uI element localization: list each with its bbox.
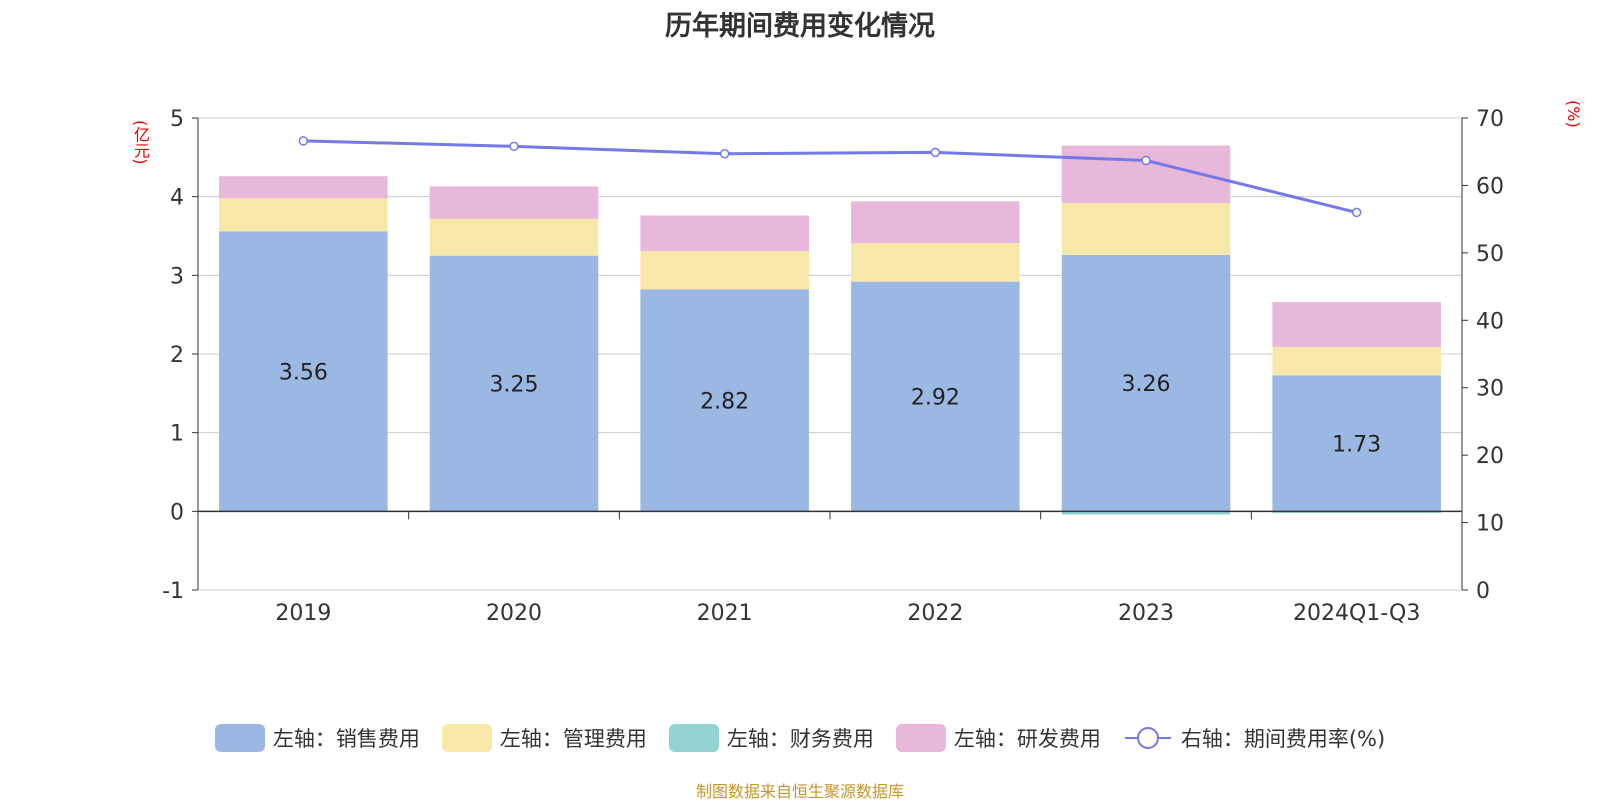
- bar-segment: [1061, 511, 1231, 515]
- data-label: 3.26: [1122, 372, 1171, 397]
- ratio-point: [1351, 207, 1362, 218]
- bar-segment: [429, 186, 599, 219]
- legend-swatch: [668, 724, 719, 752]
- right-axis-unit: (%): [1564, 100, 1583, 128]
- left-axis-unit: (亿元): [131, 120, 150, 165]
- data-label: 1.73: [1332, 432, 1381, 457]
- data-label: 2.92: [911, 385, 960, 410]
- left-tick-label: 1: [170, 422, 184, 447]
- legend-label: 右轴：期间费用率(%): [1180, 727, 1386, 751]
- right-tick-label: 10: [1476, 512, 1504, 537]
- data-label: 2.82: [700, 389, 749, 414]
- ratio-point: [1141, 155, 1151, 166]
- x-tick-label: 2022: [907, 601, 963, 626]
- left-tick-label: 5: [170, 107, 184, 132]
- legend-label: 左轴：管理费用: [499, 727, 647, 751]
- right-tick-label: 40: [1476, 309, 1504, 334]
- bar-segment: [219, 176, 388, 199]
- bar-segment: [851, 281, 1020, 512]
- bar-segment: [640, 250, 809, 290]
- left-tick-label: -1: [162, 579, 184, 604]
- bar-segment: [219, 198, 388, 232]
- bar-segment: [851, 201, 1020, 244]
- bar-segment: [1272, 375, 1441, 512]
- right-tick-label: 0: [1476, 579, 1490, 604]
- legend-item[interactable]: 左轴：研发费用: [895, 723, 1101, 753]
- legend-swatch: [214, 724, 265, 752]
- data-source: 制图数据来自恒生聚源数据库: [695, 782, 904, 801]
- bar-segment: [640, 289, 809, 512]
- right-tick-label: 30: [1476, 377, 1504, 402]
- ratio-point: [298, 136, 309, 146]
- legend-item[interactable]: 左轴：销售费用: [214, 723, 420, 753]
- legend-label: 左轴：销售费用: [272, 727, 420, 751]
- ratio-point: [930, 147, 941, 158]
- legend-item[interactable]: 右轴：期间费用率(%): [1123, 723, 1385, 753]
- legend-label: 左轴：财务费用: [726, 727, 874, 751]
- legend-swatch: [895, 724, 946, 752]
- legend: 左轴：销售费用 左轴：管理费用 左轴：财务费用 左轴：研发费用 右轴：期间费用率(%): [0, 718, 1600, 758]
- right-tick-label: 20: [1476, 444, 1504, 469]
- bar-segment: [1061, 254, 1231, 512]
- x-tick-label: 2019: [275, 601, 331, 626]
- bar-segment: [429, 255, 599, 512]
- ratio-point: [719, 148, 730, 159]
- x-tick-label: 2024Q1-Q3: [1293, 601, 1420, 626]
- ratio-point: [509, 141, 519, 152]
- right-tick-label: 50: [1476, 242, 1504, 267]
- x-tick-label: 2023: [1118, 601, 1174, 626]
- ratio-line: [303, 139, 1358, 214]
- right-tick-label: 70: [1476, 107, 1504, 132]
- x-tick-label: 2020: [486, 601, 542, 626]
- bar-segment: [1272, 346, 1441, 376]
- data-label: 3.25: [490, 373, 539, 398]
- left-tick-label: 3: [170, 264, 184, 289]
- bar-segment: [1272, 511, 1441, 513]
- left-tick-label: 4: [170, 186, 184, 211]
- bar-segment: [429, 218, 599, 256]
- bar-segment: [640, 215, 809, 251]
- chart-title: 历年期间费用变化情况: [665, 11, 935, 42]
- left-tick-label: 0: [170, 500, 184, 525]
- legend-label: 左轴：研发费用: [953, 727, 1101, 751]
- left-tick-label: 2: [170, 343, 184, 368]
- legend-item[interactable]: 左轴：管理费用: [441, 723, 647, 753]
- legend-item[interactable]: 左轴：财务费用: [668, 723, 874, 753]
- bar-segment: [851, 243, 1020, 282]
- bar-segment: [219, 231, 388, 512]
- data-label: 3.56: [279, 360, 328, 385]
- legend-swatch: [441, 724, 492, 752]
- x-tick-label: 2021: [697, 601, 753, 626]
- bar-segment: [1061, 202, 1231, 255]
- legend-line-marker: [1124, 727, 1171, 749]
- bar-segment: [1272, 302, 1441, 347]
- right-tick-label: 60: [1476, 174, 1504, 199]
